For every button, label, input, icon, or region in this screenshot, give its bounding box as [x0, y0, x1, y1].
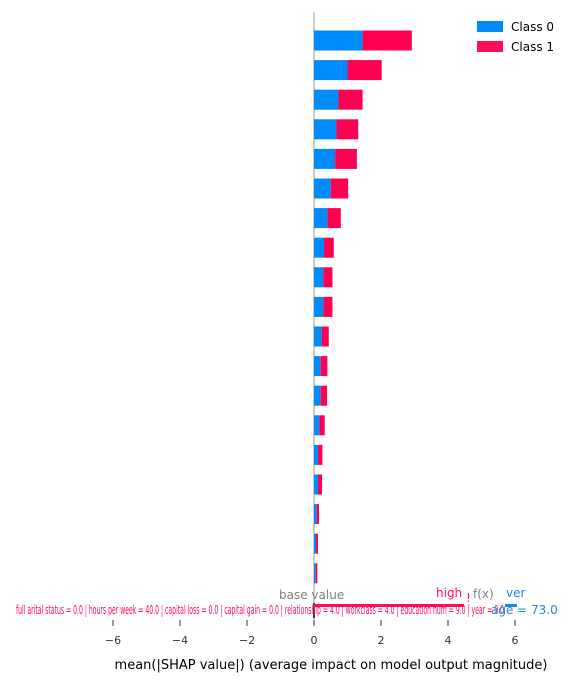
- x-tick-label-3: 0: [311, 634, 318, 647]
- legend: Class 0 Class 1: [477, 20, 554, 54]
- bar-class-0-row-2: [314, 89, 339, 110]
- x-tick-label-4: 2: [378, 634, 385, 647]
- force-bar-positive: [505, 604, 517, 607]
- fx-marker: !: [466, 591, 471, 605]
- bar-class-1-row-18: [315, 563, 318, 584]
- force-bar-negative: [314, 604, 464, 607]
- bar-class-1-row-2: [338, 89, 363, 110]
- bar-class-0-row-3: [314, 119, 337, 140]
- bar-class-0-row-13: [314, 415, 320, 436]
- x-tick-label-6: 6: [512, 634, 519, 647]
- bar-class-0-row-14: [314, 444, 319, 465]
- bar-class-0-row-17: [314, 533, 317, 554]
- bar-class-1-row-12: [320, 385, 328, 406]
- bar-class-1-row-5: [330, 178, 349, 199]
- bar-class-0-row-16: [314, 504, 317, 525]
- legend-label-class-0: Class 0: [511, 20, 554, 34]
- bar-class-0-row-12: [314, 385, 321, 406]
- bar-class-0-row-6: [314, 208, 328, 229]
- legend-label-class-1: Class 1: [511, 40, 554, 54]
- x-axis-ticks: −6 −4 −2 0 2 4 6: [105, 620, 519, 647]
- bar-class-0-row-8: [314, 267, 324, 288]
- x-tick-label-1: −4: [172, 634, 188, 647]
- bar-class-0-row-1: [314, 60, 348, 81]
- base-value-label: base value: [279, 588, 344, 602]
- bar-class-0-row-4: [314, 148, 336, 169]
- legend-swatch-class-1: [477, 41, 503, 52]
- bar-class-1-row-3: [336, 119, 359, 140]
- x-tick-label-5: 4: [445, 634, 452, 647]
- bar-class-1-row-0: [362, 30, 412, 51]
- fx-label: f(x): [473, 587, 494, 601]
- bar-class-1-row-17: [316, 533, 319, 554]
- lower-label: ver: [506, 586, 525, 600]
- bar-class-1-row-4: [335, 148, 357, 169]
- bar-class-0-row-7: [314, 237, 325, 258]
- feature-label-age: age = 73.0: [491, 603, 558, 617]
- bar-class-1-row-13: [319, 415, 325, 436]
- bar-class-1-row-7: [324, 237, 334, 258]
- x-tick-label-2: −2: [239, 634, 255, 647]
- bar-class-1-row-11: [320, 356, 328, 377]
- bar-class-0-row-11: [314, 356, 321, 377]
- bar-class-0-row-0: [314, 30, 363, 51]
- bar-class-1-row-10: [321, 326, 329, 347]
- x-axis-label: mean(|SHAP value|) (average impact on mo…: [115, 658, 548, 673]
- bar-class-1-row-15: [318, 474, 323, 495]
- bar-class-0-row-5: [314, 178, 331, 199]
- bar-class-1-row-6: [327, 208, 341, 229]
- legend-swatch-class-0: [477, 21, 503, 32]
- higher-label: high: [436, 586, 462, 600]
- bar-class-1-row-1: [347, 60, 382, 81]
- bar-class-0-row-9: [314, 296, 324, 317]
- bar-class-1-row-9: [323, 296, 333, 317]
- bar-class-0-row-10: [314, 326, 322, 347]
- bar-class-1-row-16: [316, 504, 320, 525]
- bar-class-1-row-14: [318, 444, 323, 465]
- bar-class-1-row-8: [323, 267, 333, 288]
- bars-group: [314, 30, 412, 584]
- force-plot-overlay: base value high ! f(x) ver full arital s…: [16, 586, 558, 618]
- overlapping-feature-labels: full arital status = 0.0 | hours per wee…: [16, 603, 504, 617]
- bar-class-0-row-18: [314, 563, 316, 584]
- x-tick-label-0: −6: [105, 634, 121, 647]
- bar-class-0-row-15: [314, 474, 319, 495]
